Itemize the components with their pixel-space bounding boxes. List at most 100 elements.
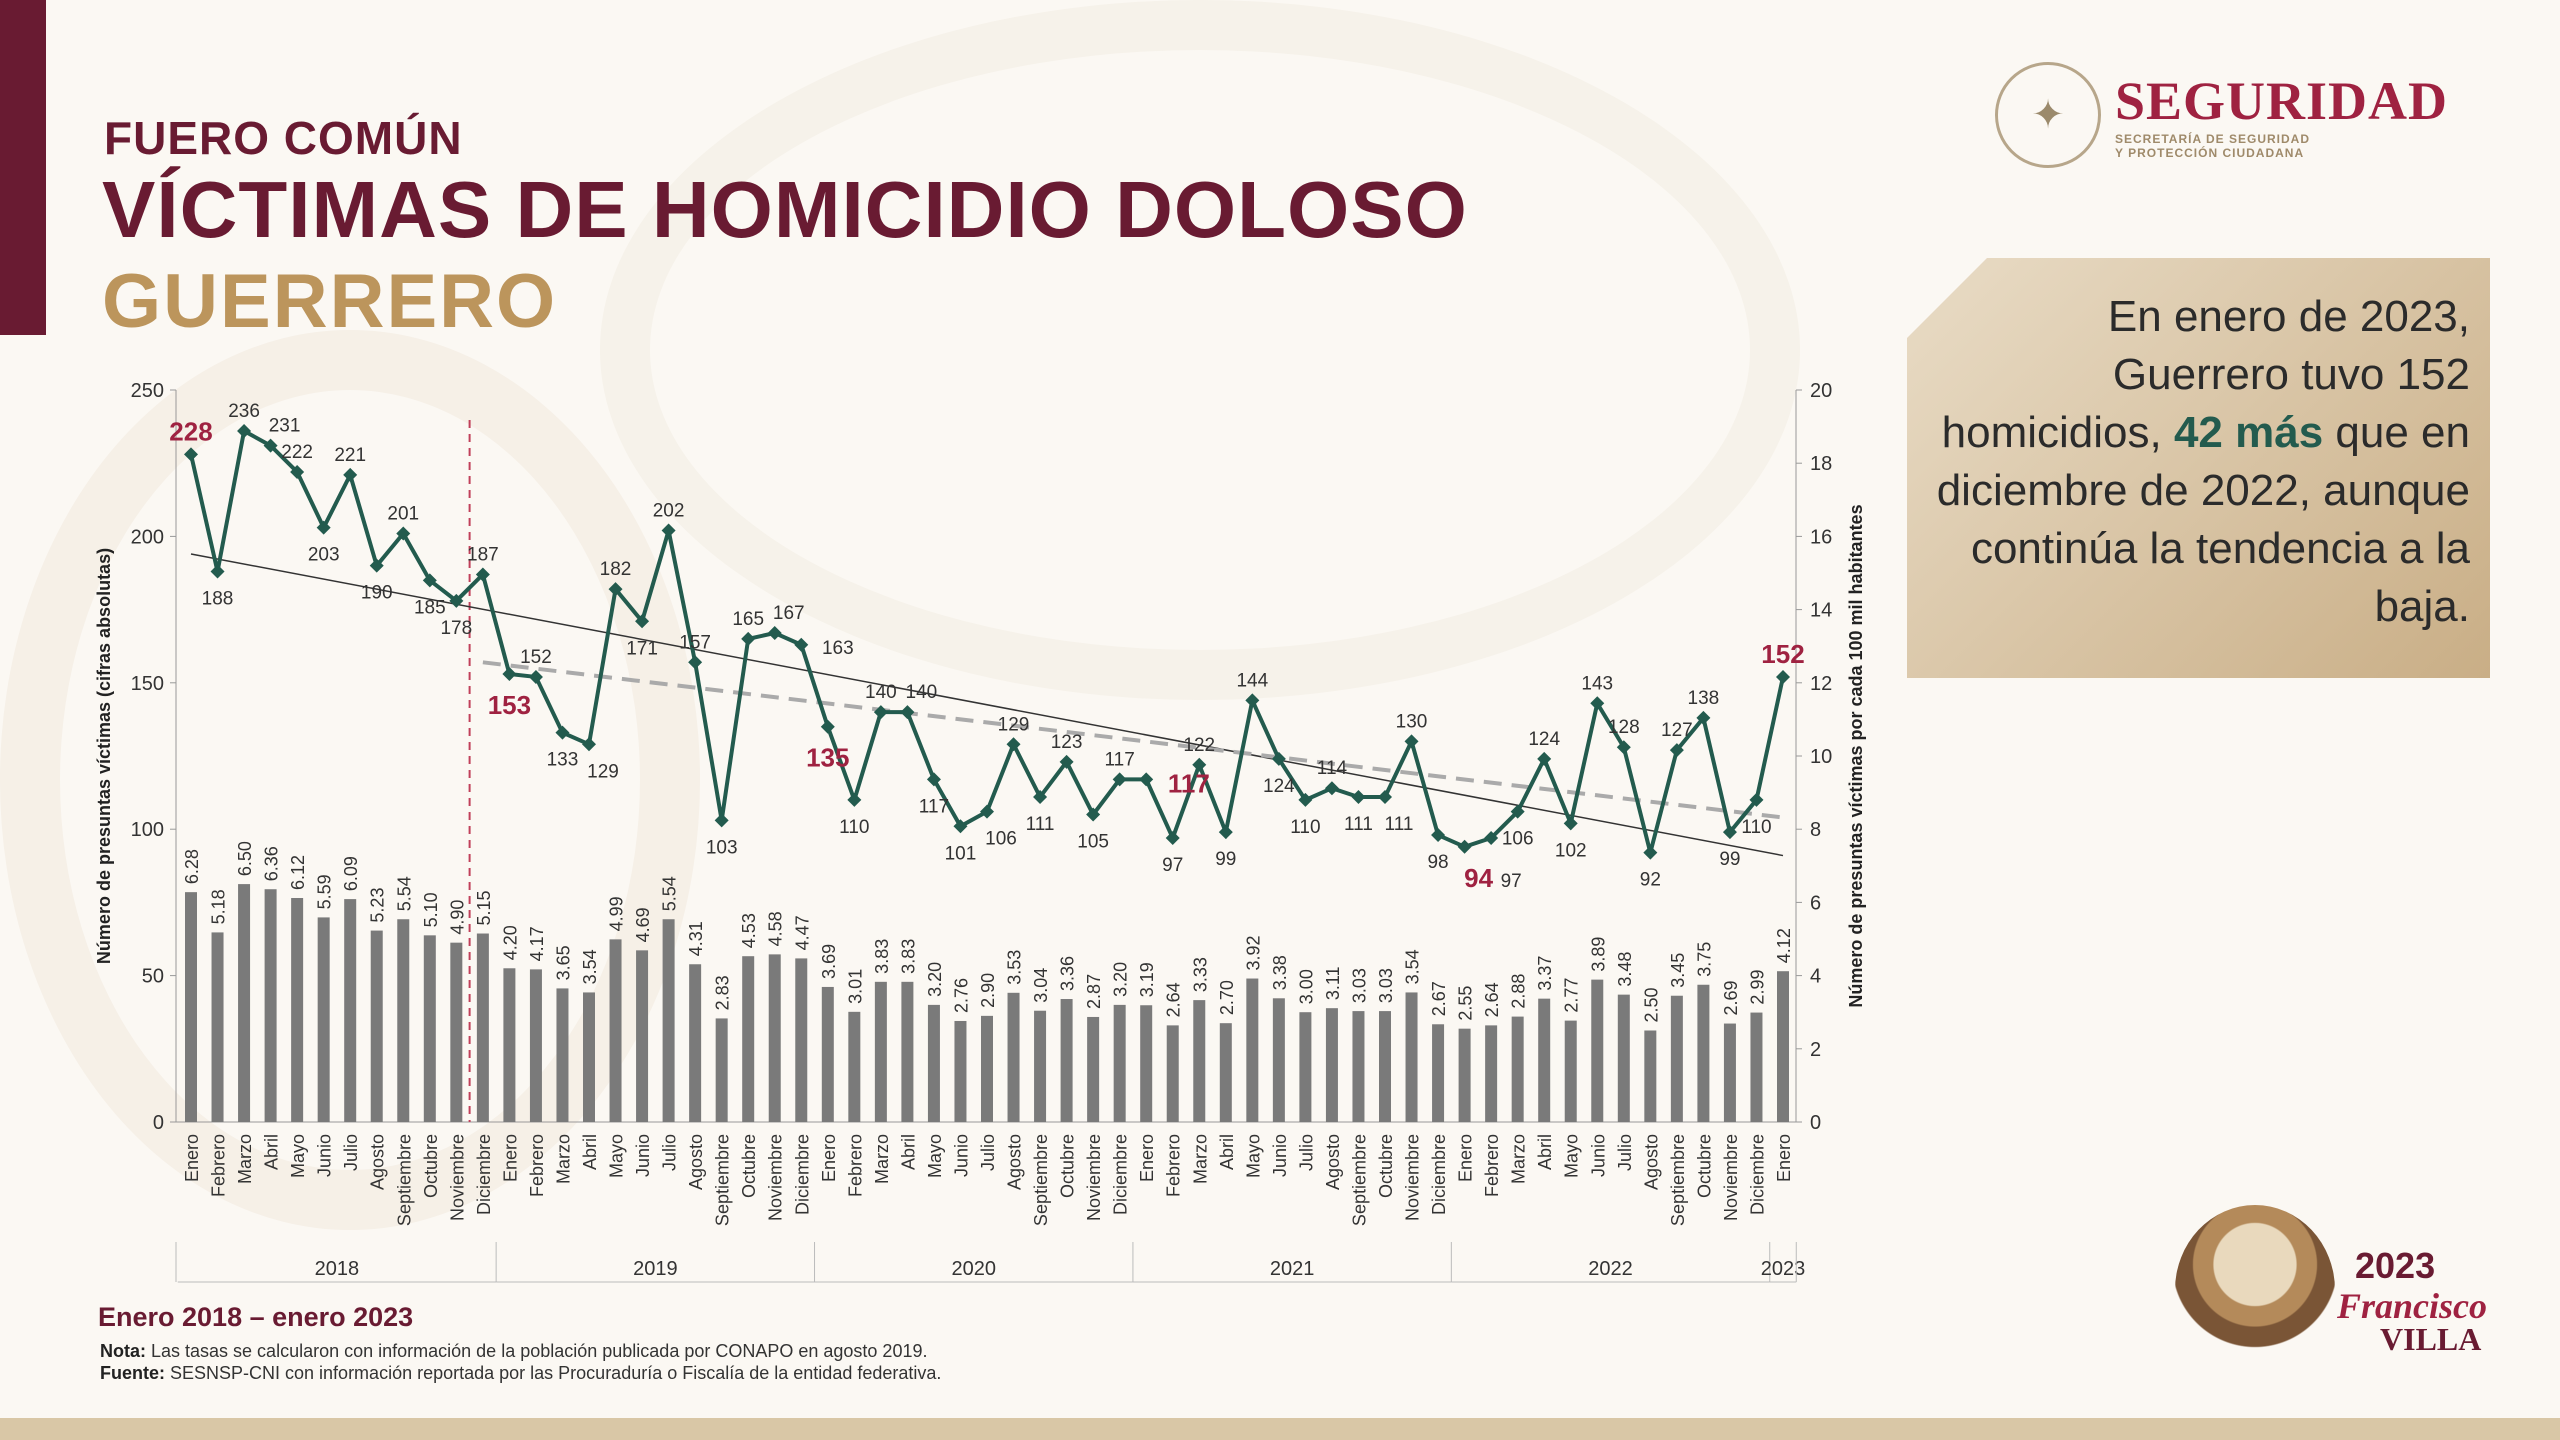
month-label: Marzo [235, 1134, 255, 1184]
bar [1113, 1004, 1126, 1122]
month-label: Junio [1270, 1134, 1290, 1177]
logo-name: SEGURIDAD [2115, 71, 2449, 131]
bar-value-label: 6.28 [182, 849, 202, 884]
data-point [316, 520, 331, 535]
data-point [184, 447, 198, 462]
month-label: Octubre [1694, 1134, 1714, 1198]
year-label: 2023 [1761, 1258, 1806, 1280]
value-label: 190 [361, 583, 393, 604]
left-tick-label: 250 [131, 380, 164, 402]
right-tick-label: 20 [1810, 380, 1832, 402]
month-label: Enero [500, 1134, 520, 1182]
bar-value-label: 3.69 [819, 944, 839, 979]
data-point [1404, 734, 1419, 749]
month-label: Febrero [527, 1134, 547, 1197]
data-point [210, 564, 225, 579]
data-point [1006, 737, 1021, 752]
bar [1458, 1028, 1471, 1122]
value-label: 129 [587, 761, 619, 782]
note-label: Nota: [100, 1341, 146, 1361]
year-label: 2021 [1270, 1258, 1315, 1280]
month-label: Octubre [1058, 1134, 1078, 1198]
right-tick-label: 2 [1810, 1039, 1821, 1061]
data-point [475, 567, 490, 582]
bar-value-label: 4.90 [447, 900, 467, 935]
data-point [1431, 828, 1446, 843]
trend-line-dashed [482, 660, 1784, 820]
bar-value-label: 6.50 [235, 841, 255, 876]
month-label: Agosto [1641, 1134, 1661, 1190]
value-label: 185 [414, 597, 446, 618]
bar-value-label: 6.09 [341, 856, 361, 891]
value-label: 111 [1344, 814, 1373, 835]
month-label: Agosto [686, 1134, 706, 1190]
data-point [1245, 693, 1260, 708]
value-label: 152 [520, 647, 552, 668]
value-label: 111 [1026, 814, 1055, 835]
month-label: Enero [1774, 1134, 1794, 1182]
bar-value-label: 2.67 [1429, 981, 1449, 1016]
bar [1060, 999, 1073, 1122]
month-label: Julio [341, 1134, 361, 1171]
bar-value-label: 3.38 [1270, 955, 1290, 990]
year-label: 2019 [633, 1258, 678, 1280]
data-point [1298, 792, 1313, 807]
badge-year: 2023 [2355, 1245, 2436, 1286]
month-label: Enero [819, 1134, 839, 1182]
value-label: 123 [1051, 732, 1083, 753]
bar-value-label: 4.12 [1774, 928, 1794, 963]
summary-highlight: 42 más [2173, 408, 2324, 457]
value-label: 122 [1183, 735, 1215, 756]
data-point [1192, 757, 1207, 772]
value-label: 163 [822, 638, 854, 659]
summary-box: En enero de 2023, Guerrero tuvo 152 homi… [1907, 258, 2490, 678]
month-label: Septiembre [394, 1134, 414, 1226]
bar-value-label: 2.70 [1217, 980, 1237, 1015]
bar-value-label: 3.20 [925, 962, 945, 997]
month-label: Abril [262, 1134, 282, 1170]
bar [1034, 1010, 1047, 1122]
data-point [1033, 789, 1048, 804]
left-tick-label: 100 [131, 819, 164, 841]
data-point [1749, 792, 1764, 807]
bar [503, 968, 516, 1122]
bar-value-label: 3.53 [1005, 950, 1025, 985]
bar-value-label: 2.77 [1562, 978, 1582, 1013]
value-label: 188 [202, 589, 234, 610]
bar [874, 981, 887, 1122]
right-tick-label: 10 [1810, 746, 1832, 768]
bar-value-label: 4.99 [607, 896, 627, 931]
left-tick-label: 0 [153, 1112, 164, 1134]
bar-value-label: 2.64 [1164, 982, 1184, 1017]
bar-value-label: 5.18 [209, 889, 229, 924]
bar [1272, 998, 1285, 1122]
bar [689, 964, 702, 1122]
bar-value-label: 3.19 [1137, 962, 1157, 997]
bar-value-label: 3.89 [1588, 937, 1608, 972]
bar [185, 892, 197, 1122]
data-point [608, 582, 623, 597]
value-label: 103 [706, 837, 738, 858]
bar [901, 981, 914, 1122]
data-point [1696, 710, 1711, 725]
year-label: 2018 [315, 1258, 360, 1280]
month-label: Abril [898, 1134, 918, 1170]
data-point [980, 804, 994, 819]
right-tick-label: 0 [1810, 1112, 1821, 1134]
bar [927, 1004, 940, 1122]
bar [529, 969, 542, 1122]
source-label: Fuente: [100, 1363, 165, 1383]
highlight-value-label: 135 [806, 743, 849, 773]
value-label: 171 [626, 638, 658, 659]
bar [1246, 978, 1259, 1122]
bar [636, 950, 649, 1122]
month-label: Noviembre [766, 1134, 786, 1221]
bar [1299, 1012, 1312, 1122]
data-point [343, 467, 358, 482]
bar-value-label: 2.69 [1721, 980, 1741, 1015]
bar [848, 1011, 861, 1122]
logo-subtitle: Y PROTECCIÓN CIUDADANA [2115, 146, 2305, 160]
data-point [263, 438, 278, 453]
month-label: Enero [1456, 1134, 1476, 1182]
left-axis-title: Número de presuntas víctimas (cifras abs… [94, 548, 114, 964]
